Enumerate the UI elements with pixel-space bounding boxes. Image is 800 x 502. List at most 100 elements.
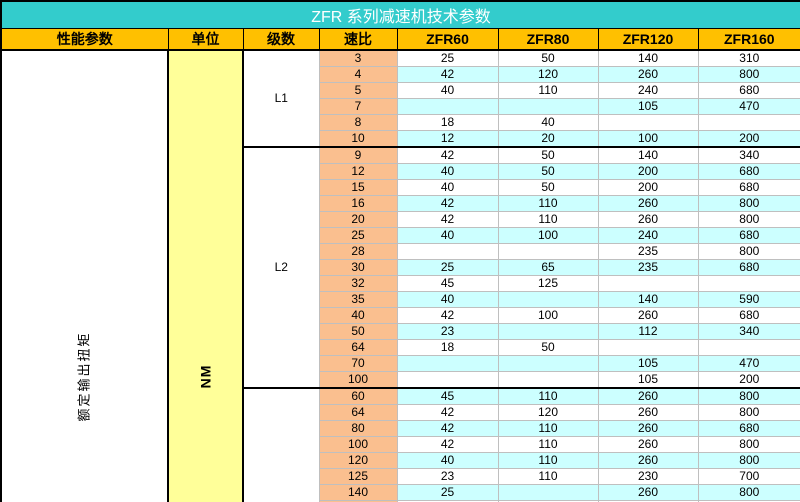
value-cell: 240 — [597, 82, 699, 99]
value-cell: 110 — [497, 82, 599, 99]
value-cell — [396, 243, 499, 260]
value-cell: 100 — [497, 307, 599, 324]
table-row: 80 42 110 260 680 — [1, 420, 800, 437]
value-cell: 18 — [396, 339, 499, 356]
value-cell: 42 — [396, 211, 499, 228]
value-cell: 110 — [497, 211, 599, 228]
value-cell: 680 — [697, 259, 800, 276]
stage-cell — [242, 387, 320, 502]
value-cell: 470 — [697, 355, 800, 372]
table-row: 12 40 50 200 680 — [1, 163, 800, 180]
ratio-cell: 140 — [318, 484, 398, 501]
value-cell: 260 — [597, 484, 699, 501]
value-cell: 65 — [497, 259, 599, 276]
value-cell: 800 — [697, 66, 800, 83]
value-cell: 260 — [597, 211, 699, 228]
value-cell: 12 — [396, 130, 499, 148]
value-cell — [396, 355, 499, 372]
value-cell: 50 — [497, 179, 599, 196]
ratio-cell: 35 — [318, 291, 398, 308]
value-cell: 340 — [697, 146, 800, 164]
value-cell: 42 — [396, 436, 499, 453]
value-cell: 260 — [597, 387, 699, 405]
ratio-cell: 7 — [318, 98, 398, 115]
value-cell: 40 — [396, 291, 499, 308]
ratio-cell: 5 — [318, 82, 398, 99]
value-cell: 700 — [697, 468, 800, 485]
value-cell: 800 — [697, 484, 800, 501]
table-row: 28 235 800 — [1, 243, 800, 260]
value-cell: 140 — [597, 49, 699, 67]
value-cell: 200 — [697, 371, 800, 389]
value-cell: 25 — [396, 259, 499, 276]
col-header-unit: 单位 — [167, 28, 244, 51]
col-header-zfr120: ZFR120 — [597, 28, 699, 51]
col-header-stage: 级数 — [242, 28, 320, 51]
value-cell: 260 — [597, 66, 699, 83]
value-cell — [597, 275, 699, 292]
vertical-wrap: NM — [169, 69, 241, 502]
value-cell: 800 — [697, 404, 800, 421]
value-cell: 470 — [697, 98, 800, 115]
stage-cell: L1 — [242, 49, 320, 148]
table-row: 50 23 112 340 — [1, 323, 800, 340]
value-cell: 23 — [396, 323, 499, 340]
table-row: 15 40 50 200 680 — [1, 179, 800, 196]
value-cell: 100 — [597, 130, 699, 148]
value-cell: 800 — [697, 387, 800, 405]
header-row: 性能参数 单位 级数 速比 ZFR60 ZFR80 ZFR120 ZFR160 — [0, 28, 800, 51]
value-cell: 800 — [697, 436, 800, 453]
value-cell — [396, 371, 499, 389]
value-cell: 260 — [597, 420, 699, 437]
value-cell: 50 — [497, 339, 599, 356]
value-cell — [497, 243, 599, 260]
value-cell: 260 — [597, 195, 699, 212]
value-cell: 680 — [697, 420, 800, 437]
ratio-cell: 8 — [318, 114, 398, 131]
unit-label: NM — [197, 364, 213, 389]
table-row: 100 42 110 260 800 — [1, 436, 800, 453]
ratio-cell: 64 — [318, 339, 398, 356]
value-cell — [497, 323, 599, 340]
value-cell: 200 — [597, 163, 699, 180]
ratio-cell: 50 — [318, 323, 398, 340]
table-title: ZFR 系列减速机技术参数 — [0, 0, 800, 29]
col-header-zfr160: ZFR160 — [697, 28, 800, 51]
value-cell: 105 — [597, 355, 699, 372]
table-row: 120 40 110 260 800 — [1, 452, 800, 469]
ratio-cell: 9 — [318, 146, 398, 164]
stage-cell: L2 — [242, 146, 320, 389]
value-cell: 42 — [396, 307, 499, 324]
value-cell — [697, 114, 800, 131]
value-cell: 260 — [597, 404, 699, 421]
value-cell — [497, 291, 599, 308]
value-cell: 680 — [697, 82, 800, 99]
title-row: ZFR 系列减速机技术参数 — [0, 0, 800, 29]
ratio-cell: 28 — [318, 243, 398, 260]
ratio-cell: 3 — [318, 49, 398, 67]
value-cell: 40 — [497, 114, 599, 131]
performance-parameter-label: 额定输出扭矩 — [76, 331, 92, 422]
table-row: 40 42 100 260 680 — [1, 307, 800, 324]
value-cell: 235 — [597, 259, 699, 276]
col-header-zfr80: ZFR80 — [497, 28, 599, 51]
value-cell: 40 — [396, 163, 499, 180]
ratio-cell: 20 — [318, 211, 398, 228]
value-cell — [697, 339, 800, 356]
ratio-cell: 12 — [318, 163, 398, 180]
value-cell: 260 — [597, 436, 699, 453]
value-cell: 45 — [396, 275, 499, 292]
table-row: 5 40 110 240 680 — [1, 82, 800, 99]
value-cell: 25 — [396, 49, 499, 67]
value-cell: 260 — [597, 307, 699, 324]
table-row: 7 105 470 — [1, 98, 800, 115]
value-cell: 110 — [497, 195, 599, 212]
ratio-cell: 64 — [318, 404, 398, 421]
value-cell: 40 — [396, 82, 499, 99]
table-row: 额定输出扭矩 NM L1 3 25 50 140 310 — [0, 49, 800, 502]
value-cell — [497, 98, 599, 115]
performance-parameter-cell: 额定输出扭矩 — [0, 49, 169, 502]
value-cell: 105 — [597, 371, 699, 389]
value-cell: 42 — [396, 195, 499, 212]
value-cell: 42 — [396, 420, 499, 437]
